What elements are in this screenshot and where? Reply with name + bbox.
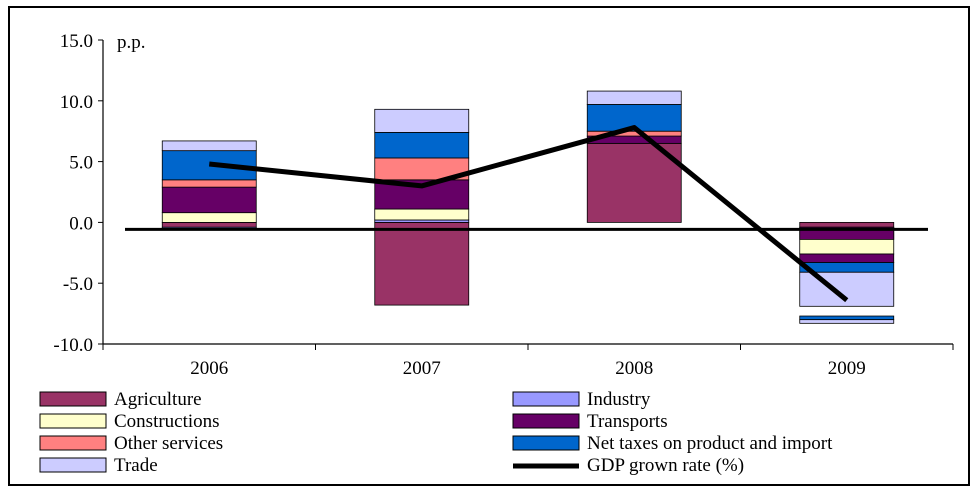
bar-segment: [799, 221, 895, 228]
legend-swatch: [512, 413, 580, 429]
x-tick-label: 2008: [615, 358, 653, 379]
stacked-bar-chart: 15.0 10.0 5.0 0.0 -5.0 -10.0 p.p. 2006 2007 2008 2…: [39, 31, 954, 476]
y-tick-label: 10.0: [60, 92, 93, 113]
bar-segment: [161, 221, 257, 228]
y-unit-label: p.p.: [117, 32, 146, 53]
bar-segment: [799, 253, 895, 263]
bar-segment: [374, 132, 470, 159]
bar-segment: [374, 108, 470, 133]
bar-segment: [161, 140, 257, 152]
legend-swatch: [512, 435, 580, 451]
bar-segment: [161, 186, 257, 214]
legend-swatch: [39, 391, 107, 407]
legend-label: GDP grown rate (%): [587, 455, 744, 476]
x-tick-label: 2009: [828, 358, 866, 379]
legend-label: Industry: [587, 389, 651, 410]
legend-label: Trade: [114, 455, 158, 476]
bar-segment: [161, 179, 257, 188]
legend-label: Constructions: [114, 411, 220, 432]
bar-segment: [374, 208, 470, 221]
gdp-line: [208, 125, 849, 303]
legend-label: Agriculture: [114, 389, 202, 410]
chart-frame: 15.0 10.0 5.0 0.0 -5.0 -10.0 p.p. 2006 2007 2008 2…: [8, 6, 970, 486]
legend-swatch: [39, 457, 107, 473]
legend-swatch: [39, 413, 107, 429]
bar-segment: [799, 271, 895, 307]
bar-segment: [799, 315, 895, 321]
y-tick-label: -10.0: [53, 335, 93, 356]
x-tick-label: 2007: [403, 358, 441, 379]
legend-label: Transports: [587, 411, 668, 432]
bar-segment: [586, 90, 682, 105]
y-tick-label: 0.0: [69, 213, 93, 234]
y-tick-label: 15.0: [60, 31, 93, 52]
bar-segment: [161, 212, 257, 223]
bar-segment: [799, 319, 895, 324]
bar-segment: [374, 221, 470, 306]
x-tick-label: 2006: [190, 358, 228, 379]
y-tick-label: 5.0: [69, 153, 93, 174]
y-tick-label: -5.0: [63, 274, 93, 295]
legend-label: Other services: [114, 433, 223, 454]
legend-label: Net taxes on product and import: [587, 433, 833, 454]
bar-segment: [586, 142, 682, 223]
legend-swatch: [39, 435, 107, 451]
legend-swatch: [512, 391, 580, 407]
